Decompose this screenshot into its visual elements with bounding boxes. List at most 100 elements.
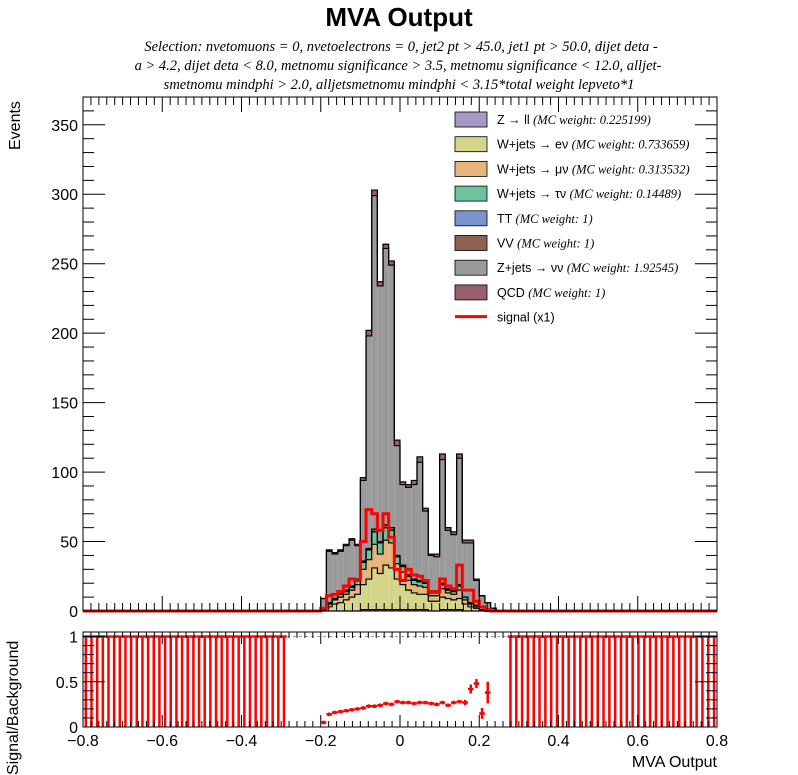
ratio-x-tick-label: −0.8 bbox=[67, 733, 99, 750]
bar bbox=[439, 584, 446, 589]
bar bbox=[388, 260, 395, 266]
bar bbox=[377, 609, 384, 611]
legend-weight: (MC weight: 0.225199) bbox=[533, 113, 651, 127]
bar bbox=[377, 541, 384, 543]
bar bbox=[366, 548, 372, 550]
bar bbox=[450, 534, 457, 591]
bar bbox=[405, 487, 412, 575]
bar bbox=[383, 540, 389, 566]
legend-label: Z → ll (MC weight: 0.225199) bbox=[497, 113, 651, 127]
bar bbox=[332, 554, 338, 599]
bar bbox=[360, 480, 367, 561]
bar bbox=[377, 542, 384, 555]
bar bbox=[377, 554, 384, 574]
bar bbox=[405, 484, 412, 488]
y-tick-label: 200 bbox=[51, 326, 78, 343]
legend-label: W+jets → μν (MC weight: 0.313532) bbox=[497, 162, 690, 176]
bar bbox=[422, 609, 429, 611]
bar bbox=[439, 454, 446, 460]
bar bbox=[354, 580, 361, 585]
bar bbox=[416, 462, 423, 581]
bar bbox=[383, 524, 389, 528]
bar bbox=[411, 609, 417, 611]
bar bbox=[445, 588, 451, 591]
bar bbox=[400, 584, 406, 610]
signal-line bbox=[83, 508, 717, 613]
bar bbox=[456, 590, 463, 599]
bar bbox=[377, 281, 384, 286]
series-1 bbox=[320, 565, 485, 611]
bar bbox=[473, 579, 480, 581]
bar bbox=[332, 552, 338, 555]
bar bbox=[445, 598, 451, 610]
y-tick-label: 300 bbox=[51, 187, 78, 204]
y-tick-label: 0 bbox=[69, 604, 78, 621]
bar bbox=[416, 581, 423, 586]
bar bbox=[377, 285, 384, 542]
legend-label: VV (MC weight: 1) bbox=[497, 237, 594, 251]
legend-swatch bbox=[454, 160, 488, 177]
bar bbox=[405, 576, 412, 581]
bar bbox=[383, 244, 389, 249]
bar bbox=[462, 542, 468, 598]
bar bbox=[411, 592, 417, 610]
bar bbox=[343, 590, 350, 592]
bar bbox=[450, 594, 457, 600]
bar bbox=[383, 609, 389, 611]
bar bbox=[416, 594, 423, 610]
bar bbox=[388, 609, 395, 611]
legend-weight: (MC weight: 0.313532) bbox=[572, 162, 690, 176]
bar bbox=[433, 556, 440, 593]
series-2 bbox=[326, 540, 480, 609]
bar bbox=[473, 580, 480, 606]
y-tick-label: 100 bbox=[51, 465, 78, 482]
bar bbox=[462, 604, 468, 611]
bar bbox=[349, 597, 355, 611]
x-axis-label: MVA Output bbox=[632, 754, 718, 771]
legend-weight: (MC weight: 1) bbox=[516, 212, 593, 226]
bar bbox=[450, 531, 457, 535]
bar bbox=[439, 459, 446, 584]
bar bbox=[416, 456, 423, 463]
bar bbox=[349, 585, 355, 588]
bar bbox=[450, 609, 457, 611]
bar bbox=[479, 595, 485, 610]
bar bbox=[371, 567, 378, 610]
bar bbox=[405, 580, 412, 591]
bar bbox=[462, 540, 468, 543]
bar bbox=[405, 609, 412, 611]
legend-swatch bbox=[454, 210, 488, 227]
y-axis-label-events: Events bbox=[7, 101, 24, 150]
bar bbox=[411, 480, 417, 485]
bar bbox=[326, 602, 333, 605]
legend-swatch bbox=[454, 284, 488, 301]
bar bbox=[428, 555, 434, 593]
ratio-x-tick-label: 0.8 bbox=[706, 733, 728, 750]
bar bbox=[422, 510, 429, 582]
bar bbox=[326, 549, 333, 552]
bar bbox=[422, 508, 429, 511]
bar bbox=[473, 606, 480, 609]
ratio-x-tick-label: 0.4 bbox=[547, 733, 569, 750]
bar bbox=[428, 601, 434, 611]
y-tick-label: 250 bbox=[51, 257, 78, 274]
bar bbox=[354, 545, 361, 580]
ratio-x-tick-label: −0.4 bbox=[226, 733, 258, 750]
bar bbox=[349, 587, 355, 591]
bar bbox=[332, 599, 338, 605]
bar bbox=[388, 567, 395, 610]
bar bbox=[400, 481, 406, 485]
bar bbox=[439, 609, 446, 611]
bar bbox=[400, 572, 406, 585]
bar bbox=[383, 565, 389, 610]
bar bbox=[366, 549, 372, 560]
bar bbox=[360, 569, 367, 585]
bar bbox=[445, 592, 451, 599]
legend-weight: (MC weight: 1) bbox=[517, 237, 594, 251]
bar bbox=[445, 590, 451, 593]
bar bbox=[360, 560, 367, 563]
ratio-y-tick-label: 1 bbox=[69, 630, 78, 647]
bar bbox=[422, 587, 429, 595]
bar bbox=[320, 609, 327, 611]
ratio-plot: 0 0.5 1 −0.8 −0.6 −0.4 −0.2 0 0.2 0.4 0.6 0.8 bbox=[56, 630, 728, 750]
